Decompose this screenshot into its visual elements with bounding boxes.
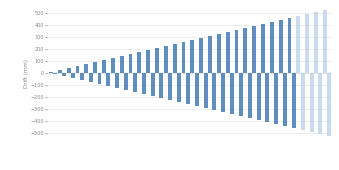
Bar [221, 73, 225, 112]
Bar [208, 36, 212, 73]
Bar [248, 73, 252, 118]
Bar [159, 73, 163, 98]
Bar [195, 73, 199, 106]
Bar [76, 66, 79, 73]
Bar [314, 12, 318, 73]
Bar [137, 52, 141, 73]
Bar [168, 73, 172, 100]
Bar [186, 73, 190, 104]
Bar [67, 68, 71, 73]
Bar [301, 73, 305, 130]
Bar [230, 73, 234, 114]
Bar [98, 73, 101, 84]
Bar [261, 24, 265, 73]
Bar [71, 73, 75, 78]
Y-axis label: Drift (mm): Drift (mm) [24, 59, 29, 88]
Bar [279, 20, 283, 73]
Bar [155, 48, 159, 73]
Bar [239, 73, 243, 116]
Bar [102, 60, 106, 73]
Bar [270, 22, 274, 73]
Bar [177, 73, 181, 102]
Bar [283, 73, 287, 126]
Bar [84, 64, 88, 73]
Bar [305, 14, 309, 73]
Bar [49, 72, 53, 73]
Bar [58, 70, 62, 73]
Bar [93, 62, 97, 73]
Bar [151, 73, 155, 96]
Text: Dynamic Seismic Capacity Test: Dynamic Seismic Capacity Test [10, 150, 194, 163]
Bar [265, 73, 270, 122]
Bar [80, 73, 84, 80]
Bar [252, 26, 256, 73]
Bar [111, 58, 115, 73]
Bar [292, 73, 296, 128]
Bar [318, 73, 322, 134]
Bar [164, 46, 168, 73]
Bar [323, 10, 327, 73]
Bar [310, 73, 314, 132]
Bar [54, 73, 57, 74]
Bar [204, 73, 207, 108]
Bar [226, 32, 230, 73]
Bar [62, 73, 66, 76]
Bar [296, 16, 300, 73]
Bar [89, 73, 93, 82]
Bar [133, 73, 137, 92]
Bar [173, 44, 177, 73]
Bar [287, 18, 292, 73]
Bar [146, 50, 150, 73]
Bar [199, 38, 203, 73]
Bar [327, 73, 331, 136]
Bar [142, 73, 146, 94]
Bar [124, 73, 128, 90]
Bar [243, 28, 247, 73]
Bar [213, 73, 216, 110]
Bar [274, 73, 278, 124]
Bar [106, 73, 110, 86]
Bar [115, 73, 119, 88]
Bar [128, 54, 133, 73]
Bar [235, 30, 238, 73]
Bar [120, 56, 124, 73]
Bar [257, 73, 260, 120]
Bar [181, 42, 185, 73]
Bar [217, 34, 221, 73]
Bar [191, 40, 194, 73]
